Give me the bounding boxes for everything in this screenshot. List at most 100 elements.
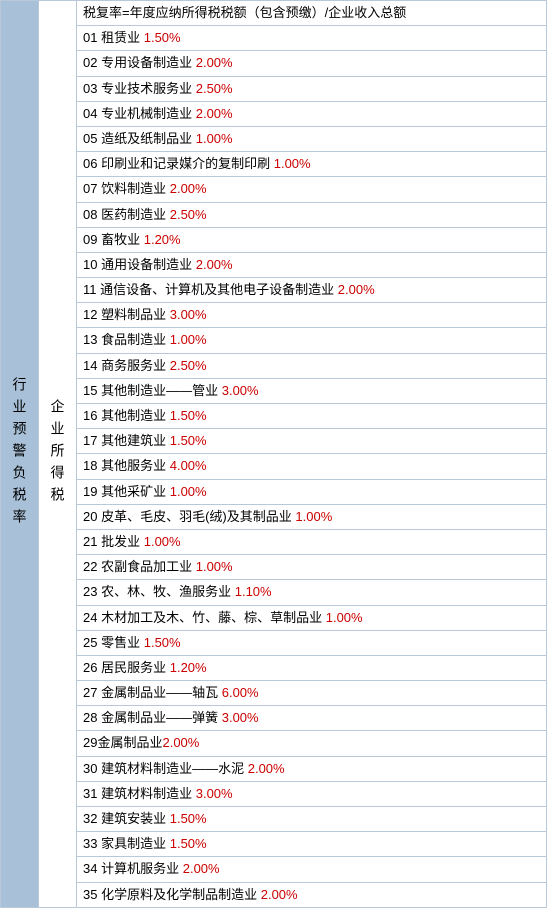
tax-rate: 1.00% (196, 131, 233, 146)
tax-rate: 3.00% (196, 786, 233, 801)
table-row: 34 计算机服务业 2.00% (77, 857, 546, 882)
row-number: 28 (83, 710, 97, 725)
row-number: 14 (83, 358, 97, 373)
row-number: 16 (83, 408, 97, 423)
industry-name: 其他制造业——管业 (101, 383, 218, 398)
row-number: 12 (83, 307, 97, 322)
industry-name: 化学原料及化学制品制造业 (101, 887, 257, 902)
industry-name: 农副食品加工业 (101, 559, 192, 574)
tax-rate: 1.00% (326, 610, 363, 625)
table-row: 30 建筑材料制造业——水泥 2.00% (77, 757, 546, 782)
table-row: 20 皮革、毛皮、羽毛(绒)及其制品业 1.00% (77, 505, 546, 530)
table-row: 01 租赁业 1.50% (77, 26, 546, 51)
industry-name: 金属制品业——轴瓦 (101, 685, 218, 700)
tax-rate: 1.00% (170, 332, 207, 347)
tax-rate: 2.50% (170, 358, 207, 373)
tax-rate: 2.00% (248, 761, 285, 776)
industry-name: 通信设备、计算机及其他电子设备制造业 (100, 282, 334, 297)
tax-rate: 3.00% (222, 383, 259, 398)
table-row: 32 建筑安装业 1.50% (77, 807, 546, 832)
tax-rate: 1.20% (170, 660, 207, 675)
table-row: 24 木材加工及木、竹、藤、棕、草制品业 1.00% (77, 606, 546, 631)
table-row: 25 零售业 1.50% (77, 631, 546, 656)
tax-rate-table: 行业预警负税率 企业所得税 税复率=年度应纳所得税税额（包含预缴）/企业收入总额… (0, 0, 547, 908)
tax-rate: 2.00% (338, 282, 375, 297)
row-number: 15 (83, 383, 97, 398)
table-row: 31 建筑材料制造业 3.00% (77, 782, 546, 807)
row-number: 13 (83, 332, 97, 347)
table-row: 18 其他服务业 4.00% (77, 454, 546, 479)
data-column: 税复率=年度应纳所得税税额（包含预缴）/企业收入总额 01 租赁业 1.50%0… (77, 1, 546, 907)
row-number: 17 (83, 433, 97, 448)
row-number: 07 (83, 181, 97, 196)
tax-rate: 1.50% (144, 30, 181, 45)
category-column: 行业预警负税率 (1, 1, 39, 907)
row-number: 09 (83, 232, 97, 247)
row-number: 27 (83, 685, 97, 700)
industry-name: 建筑安装业 (101, 811, 166, 826)
industry-name: 医药制造业 (101, 207, 166, 222)
row-number: 25 (83, 635, 97, 650)
table-row: 27 金属制品业——轴瓦 6.00% (77, 681, 546, 706)
industry-name: 居民服务业 (101, 660, 166, 675)
tax-rate: 1.20% (144, 232, 181, 247)
industry-name: 其他服务业 (101, 458, 166, 473)
table-row: 29金属制品业2.00% (77, 731, 546, 756)
tax-rate: 1.00% (295, 509, 332, 524)
industry-name: 金属制品业 (97, 735, 162, 750)
table-row: 23 农、林、牧、渔服务业 1.10% (77, 580, 546, 605)
row-number: 29 (83, 735, 97, 750)
row-number: 34 (83, 861, 97, 876)
table-row: 21 批发业 1.00% (77, 530, 546, 555)
table-row: 09 畜牧业 1.20% (77, 228, 546, 253)
industry-name: 通用设备制造业 (101, 257, 192, 272)
industry-name: 金属制品业——弹簧 (101, 710, 218, 725)
tax-rate: 2.00% (196, 257, 233, 272)
industry-name: 其他采矿业 (101, 484, 166, 499)
tax-type-column: 企业所得税 (39, 1, 77, 907)
table-row: 26 居民服务业 1.20% (77, 656, 546, 681)
table-row: 22 农副食品加工业 1.00% (77, 555, 546, 580)
tax-rate: 2.50% (196, 81, 233, 96)
row-number: 33 (83, 836, 97, 851)
table-row: 11 通信设备、计算机及其他电子设备制造业 2.00% (77, 278, 546, 303)
tax-rate: 1.00% (144, 534, 181, 549)
tax-rate: 6.00% (222, 685, 259, 700)
row-number: 20 (83, 509, 97, 524)
rows-container: 01 租赁业 1.50%02 专用设备制造业 2.00%03 专业技术服务业 2… (77, 26, 546, 907)
row-number: 24 (83, 610, 97, 625)
row-number: 32 (83, 811, 97, 826)
industry-name: 食品制造业 (101, 332, 166, 347)
industry-name: 印刷业和记录媒介的复制印刷 (101, 156, 270, 171)
table-row: 10 通用设备制造业 2.00% (77, 253, 546, 278)
row-number: 22 (83, 559, 97, 574)
row-number: 31 (83, 786, 97, 801)
table-row: 35 化学原料及化学制品制造业 2.00% (77, 883, 546, 907)
table-row: 17 其他建筑业 1.50% (77, 429, 546, 454)
tax-rate: 1.50% (170, 433, 207, 448)
tax-rate: 2.00% (196, 106, 233, 121)
table-row: 03 专业技术服务业 2.50% (77, 77, 546, 102)
table-row: 33 家具制造业 1.50% (77, 832, 546, 857)
row-number: 19 (83, 484, 97, 499)
industry-name: 租赁业 (101, 30, 140, 45)
table-row: 28 金属制品业——弹簧 3.00% (77, 706, 546, 731)
tax-rate: 1.00% (196, 559, 233, 574)
table-row: 02 专用设备制造业 2.00% (77, 51, 546, 76)
formula-row: 税复率=年度应纳所得税税额（包含预缴）/企业收入总额 (77, 1, 546, 26)
row-number: 30 (83, 761, 97, 776)
table-row: 04 专业机械制造业 2.00% (77, 102, 546, 127)
tax-rate: 1.00% (274, 156, 311, 171)
table-row: 16 其他制造业 1.50% (77, 404, 546, 429)
tax-rate: 1.50% (170, 836, 207, 851)
industry-name: 其他制造业 (101, 408, 166, 423)
tax-type-label: 企业所得税 (48, 399, 68, 509)
industry-name: 专用设备制造业 (101, 55, 192, 70)
industry-name: 农、林、牧、渔服务业 (101, 584, 231, 599)
industry-name: 皮革、毛皮、羽毛(绒)及其制品业 (101, 509, 292, 524)
table-row: 15 其他制造业——管业 3.00% (77, 379, 546, 404)
row-number: 04 (83, 106, 97, 121)
industry-name: 饮料制造业 (101, 181, 166, 196)
industry-name: 建筑材料制造业——水泥 (101, 761, 244, 776)
tax-rate: 1.50% (170, 408, 207, 423)
